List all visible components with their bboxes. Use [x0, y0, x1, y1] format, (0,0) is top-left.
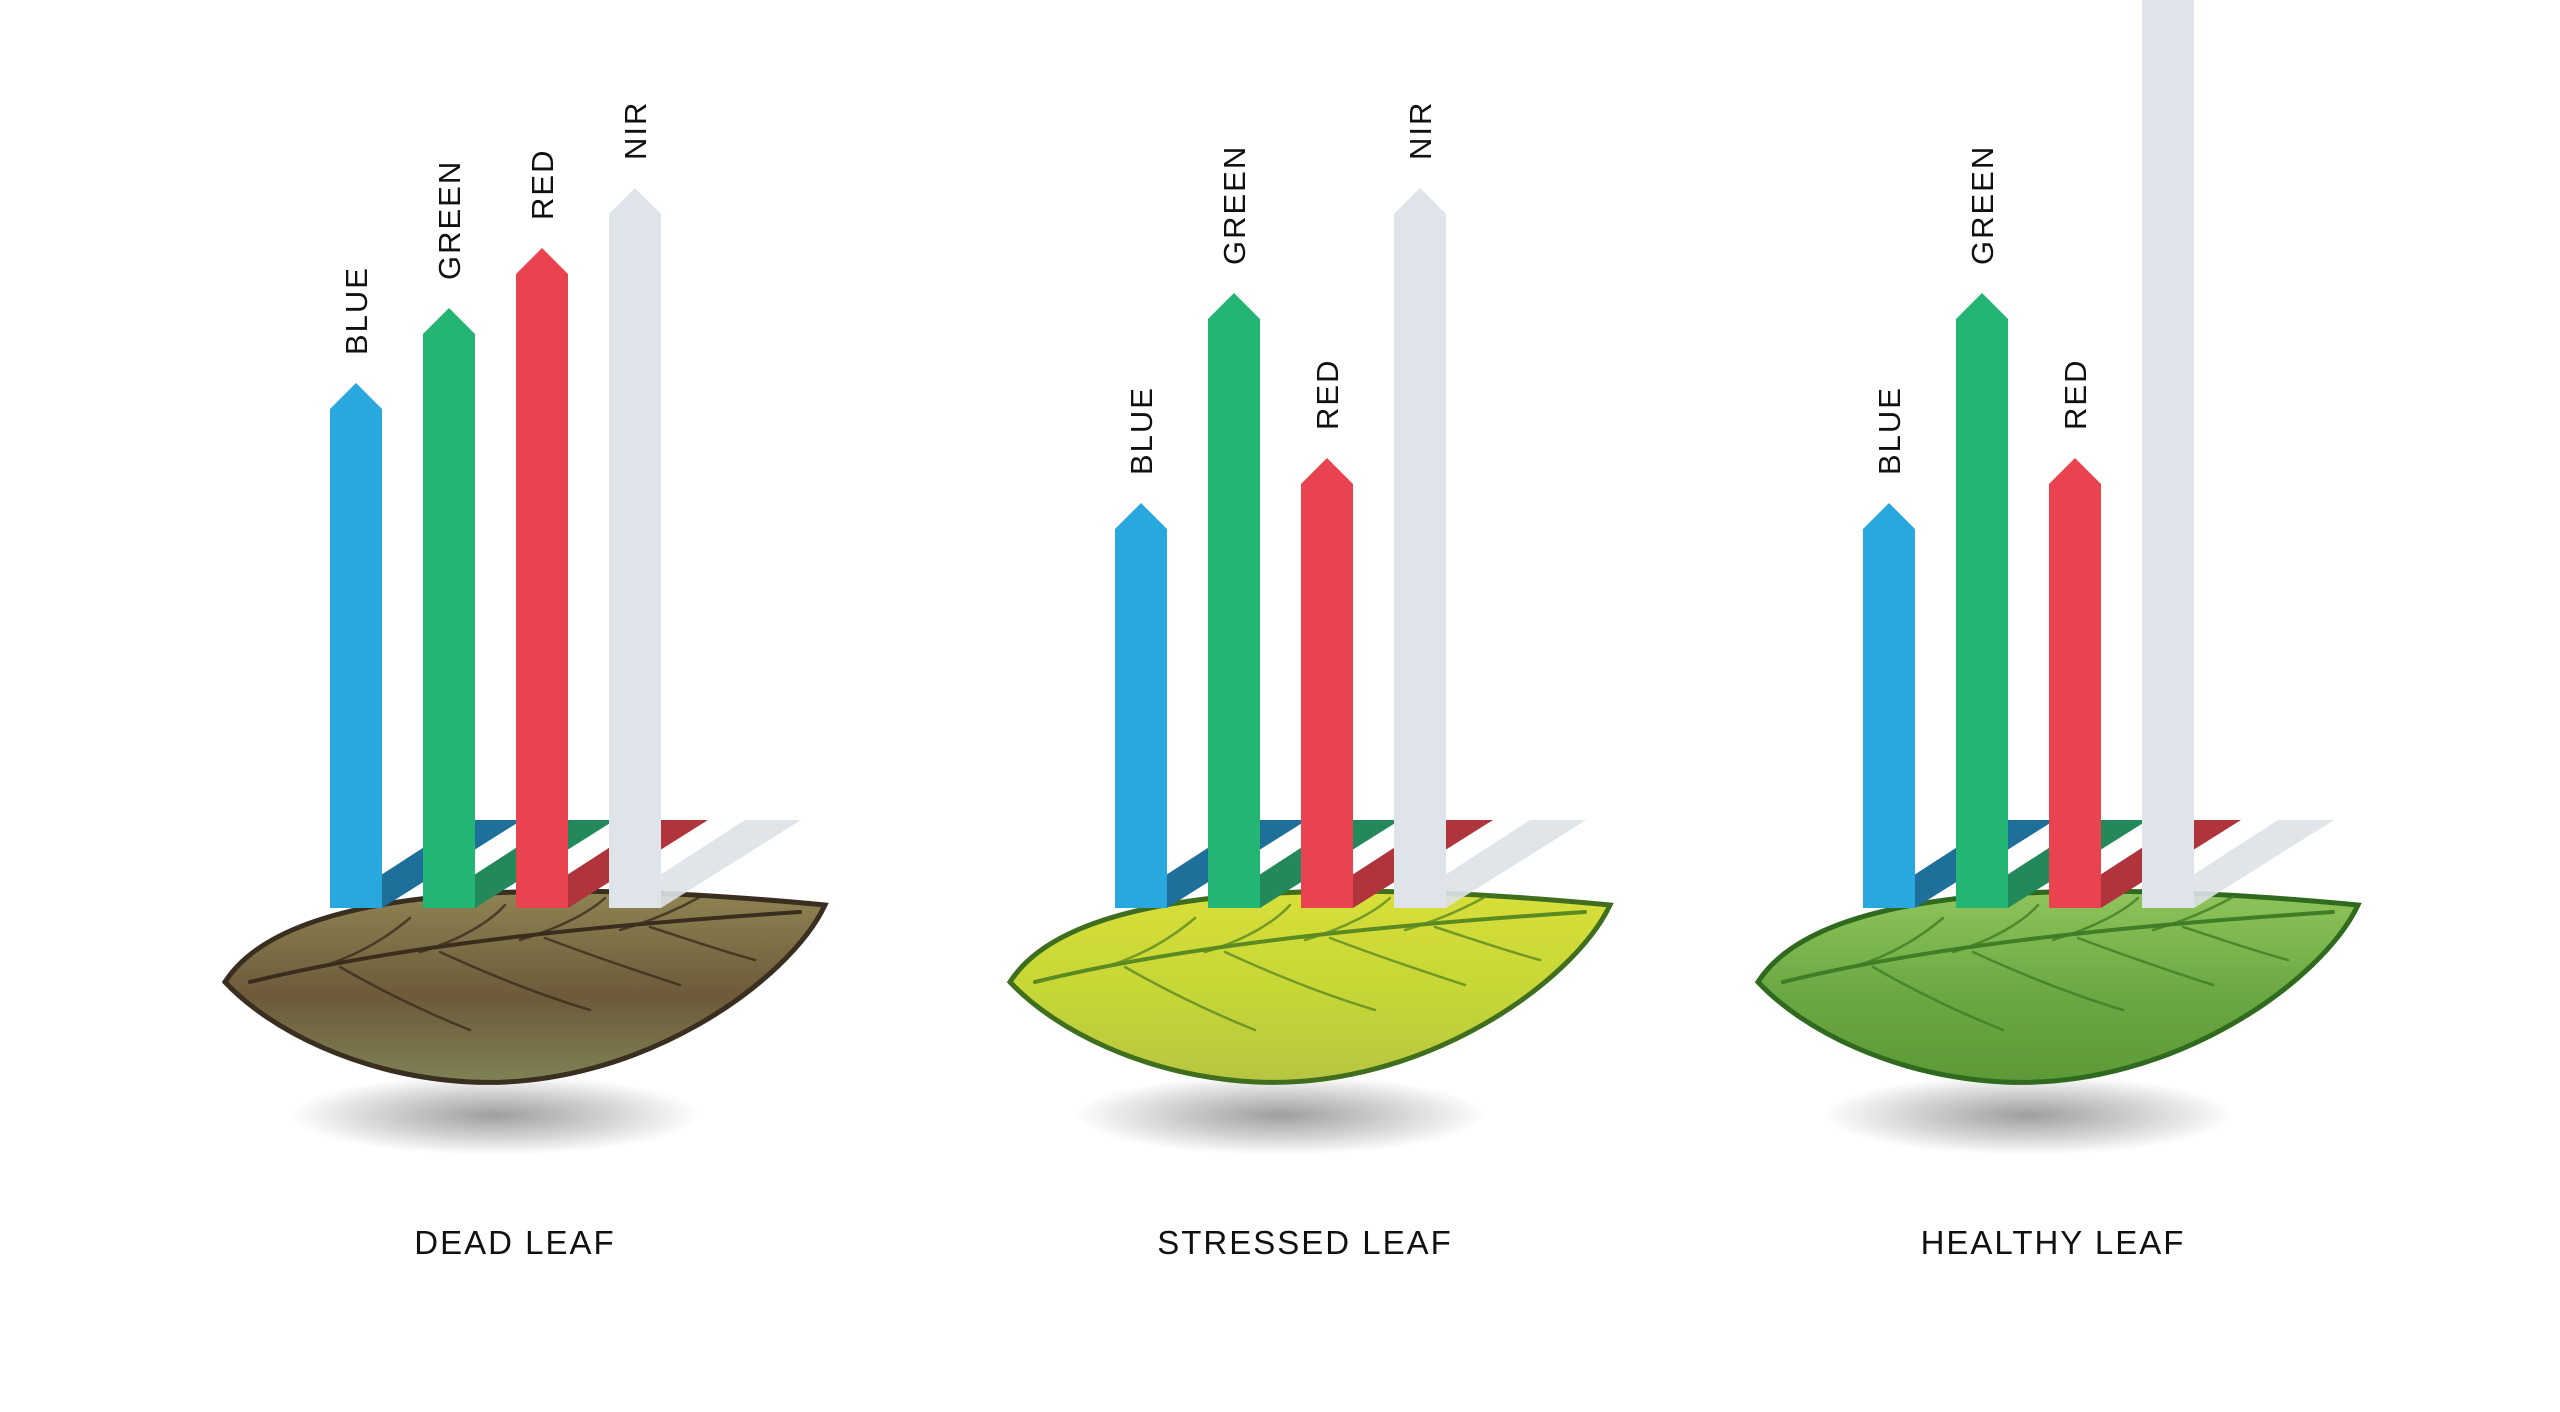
red-reflectance-bar: [1301, 458, 1353, 908]
leaf-vein: [1871, 965, 2005, 1032]
leaf-vein: [438, 950, 592, 1012]
red-band-label: RED: [2058, 359, 2093, 430]
leaf-vein: [648, 925, 757, 962]
red-band-label: RED: [1310, 359, 1345, 430]
blue-band-label: BLUE: [1872, 386, 1907, 475]
leaf-vein: [1971, 950, 2125, 1012]
leaf-shadow: [1823, 1075, 2233, 1155]
stressed-leaf-label: STRESSED LEAF: [1157, 1224, 1453, 1261]
dead-leaf-illustration: [221, 888, 829, 1155]
green-reflectance-bar: [1208, 293, 1260, 908]
red-reflectance-bar: [516, 248, 568, 908]
dead-leaf-label: DEAD LEAF: [414, 1224, 615, 1261]
nir-reflectance-bar: [2142, 0, 2194, 908]
green-band-label: GREEN: [1217, 145, 1252, 265]
leaf-midrib: [1781, 910, 2335, 984]
leaf-midrib: [1033, 910, 1587, 984]
blue-reflectance-bar: [330, 383, 382, 908]
green-band-label: GREEN: [1965, 145, 2000, 265]
leaf-midrib: [248, 910, 802, 984]
dead-leaf-bars: BLUE GREEN RED NIR: [330, 101, 801, 908]
leaf-vein: [1403, 895, 1487, 932]
panel-stressed-leaf: BLUE GREEN RED NIR STRESSED LEAF: [1006, 101, 1614, 1261]
leaf-vein: [2051, 896, 2140, 942]
green-reflectance-bar: [1956, 293, 2008, 908]
leaf-vein: [2181, 925, 2290, 962]
stressed-leaf-illustration: [1006, 888, 1614, 1155]
nir-reflectance-bar: [609, 188, 661, 908]
panel-dead-leaf: BLUE GREEN RED NIR DEAD LEAF: [221, 101, 829, 1261]
blue-reflectance-bar: [1115, 503, 1167, 908]
green-band-label: GREEN: [432, 160, 467, 280]
leaf-vein: [518, 896, 607, 942]
leaf-vein: [1103, 916, 1197, 969]
leaf-vein: [418, 903, 507, 954]
leaf-vein: [1303, 896, 1392, 942]
blue-reflectance-bar: [1863, 503, 1915, 908]
healthy-leaf-label: HEALTHY LEAF: [1921, 1224, 2186, 1261]
leaf-shadow: [290, 1075, 700, 1155]
nir-reflectance-bar: [1394, 188, 1446, 908]
nir-band-label: NIR: [618, 101, 653, 160]
leaf-vein: [2151, 895, 2235, 932]
leaf-vein: [1328, 936, 1467, 987]
leaf-vein: [1203, 903, 1292, 954]
leaf-vein: [1433, 925, 1542, 962]
leaf-vein: [2076, 936, 2215, 987]
leaf-vein: [1223, 950, 1377, 1012]
green-reflectance-bar: [423, 308, 475, 908]
nir-band-label: NIR: [1403, 101, 1438, 160]
leaf-vein: [543, 936, 682, 987]
leaf-shadow: [1075, 1075, 1485, 1155]
leaf-vein: [318, 916, 412, 969]
leaf-vein: [1123, 965, 1257, 1032]
leaf-vein: [1851, 916, 1945, 969]
red-band-label: RED: [525, 149, 560, 220]
leaf-vein: [618, 895, 702, 932]
leaf-vein: [338, 965, 472, 1032]
healthy-leaf-illustration: [1754, 888, 2362, 1155]
blue-band-label: BLUE: [339, 266, 374, 355]
blue-band-label: BLUE: [1124, 386, 1159, 475]
leaf-vein: [1951, 903, 2040, 954]
red-reflectance-bar: [2049, 458, 2101, 908]
stressed-leaf-bars: BLUE GREEN RED NIR: [1115, 101, 1586, 908]
